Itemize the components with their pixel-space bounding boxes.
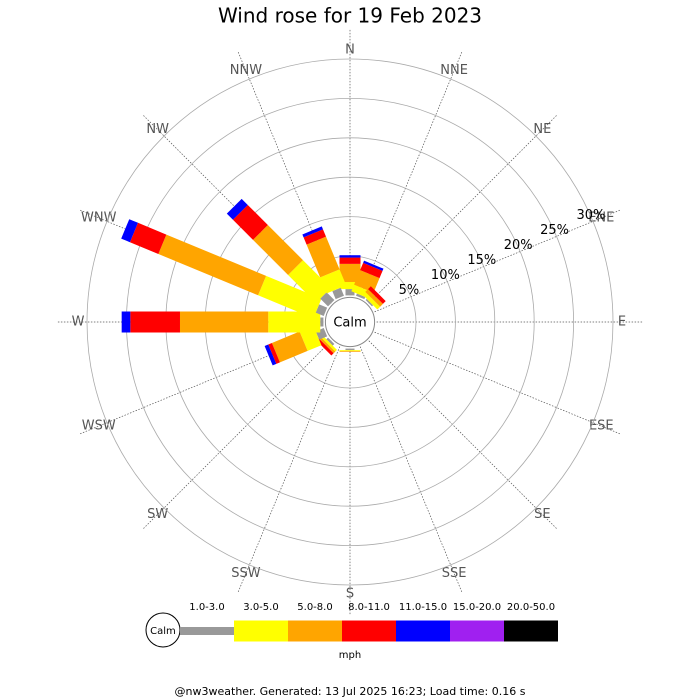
spoke: [359, 346, 463, 593]
wind-bar: [320, 292, 335, 307]
direction-label: ESE: [589, 419, 614, 434]
direction-label: ENE: [588, 210, 614, 225]
wind-bar: [129, 222, 167, 254]
legend-swatch: [288, 620, 342, 642]
ring-label: 5%: [399, 283, 420, 298]
direction-label: E: [618, 315, 626, 330]
legend-calm-label: Calm: [150, 626, 176, 637]
calm-label: Calm: [333, 316, 366, 331]
wind-bar: [302, 226, 323, 238]
ring-label: 15%: [467, 253, 496, 268]
wind-bar: [360, 262, 383, 279]
legend-swatch: [180, 627, 234, 635]
unit-label: mph: [339, 650, 361, 661]
spoke: [368, 340, 558, 530]
wind-bar: [121, 219, 138, 243]
wind-bar: [268, 342, 280, 364]
wind-bar: [345, 348, 355, 351]
wind-bar: [365, 289, 383, 307]
legend-label: 5.0-8.0: [297, 602, 332, 613]
spoke: [374, 331, 621, 435]
wind-bar: [179, 311, 269, 333]
wind-bar: [320, 317, 324, 327]
wind-bar: [368, 286, 386, 304]
chart-title: Wind rose for 19 Feb 2023: [218, 4, 482, 28]
wind-bar: [271, 331, 308, 363]
wind-bar: [339, 263, 361, 283]
spoke: [237, 51, 341, 298]
legend-label: 20.0-50.0: [507, 602, 555, 613]
wind-bar: [158, 234, 267, 296]
ring: [86, 58, 614, 586]
wind-bar: [121, 311, 131, 333]
ring-label: 20%: [504, 238, 533, 253]
calm-circle: [324, 296, 376, 348]
wind-bar: [356, 293, 366, 300]
wind-bar: [326, 337, 335, 346]
legend-label: 15.0-20.0: [453, 602, 501, 613]
legend-swatch: [342, 620, 396, 642]
legend-swatch: [396, 620, 450, 642]
wind-bar: [320, 269, 347, 294]
spoke: [79, 331, 326, 435]
wind-bar: [268, 311, 321, 333]
wind-bar: [303, 229, 327, 245]
direction-label: W: [72, 315, 85, 330]
direction-label: NW: [146, 122, 169, 137]
wind-bar: [253, 225, 303, 275]
wind-bar: [130, 311, 180, 333]
wind-bar: [339, 350, 361, 352]
legend-label: 1.0-3.0: [189, 602, 224, 613]
wind-bar: [320, 335, 337, 352]
spoke: [142, 340, 332, 530]
direction-label: NNW: [230, 63, 262, 78]
wind-bar: [365, 298, 374, 307]
wind-bar: [339, 257, 361, 264]
direction-label: SE: [534, 507, 550, 522]
ring-label: 30%: [577, 208, 606, 223]
legend-swatch: [504, 620, 558, 642]
wind-bar: [354, 270, 380, 293]
wind-bar: [363, 260, 384, 271]
wind-bar: [362, 291, 381, 310]
wind-bar: [345, 289, 355, 296]
direction-label: SSW: [231, 566, 261, 581]
spoke: [368, 114, 558, 304]
direction-label: SW: [147, 507, 168, 522]
direction-label: SSE: [442, 566, 467, 581]
wind-bar: [339, 350, 361, 351]
wind-bar: [232, 204, 268, 240]
legend-swatch: [234, 620, 288, 642]
legend-swatch: [450, 620, 504, 642]
wind-bar: [339, 282, 361, 290]
wind-bar: [288, 260, 331, 303]
direction-label: S: [346, 587, 354, 602]
wind-bar: [258, 275, 322, 319]
legend-label: 11.0-15.0: [399, 602, 447, 613]
wind-bar: [226, 198, 248, 220]
spoke: [374, 209, 621, 313]
wind-bar: [339, 255, 361, 258]
wind-bar: [306, 236, 340, 278]
legend-label: 3.0-5.0: [243, 602, 278, 613]
spoke: [237, 346, 341, 593]
footer: @nw3weather. Generated: 13 Jul 2025 16:2…: [175, 685, 526, 698]
wind-bar: [264, 344, 277, 366]
ring-label: 25%: [540, 223, 569, 238]
direction-label: NNE: [440, 63, 468, 78]
spoke: [359, 51, 463, 298]
legend-label: 8.0-11.0: [348, 602, 390, 613]
wind-bar: [315, 304, 328, 316]
direction-label: N: [345, 43, 355, 58]
wind-bar: [332, 287, 344, 300]
wind-bar: [318, 336, 336, 354]
direction-label: WNW: [81, 210, 117, 225]
wind-bar: [316, 338, 334, 356]
direction-label: NE: [533, 122, 551, 137]
ring-label: 10%: [431, 268, 460, 283]
